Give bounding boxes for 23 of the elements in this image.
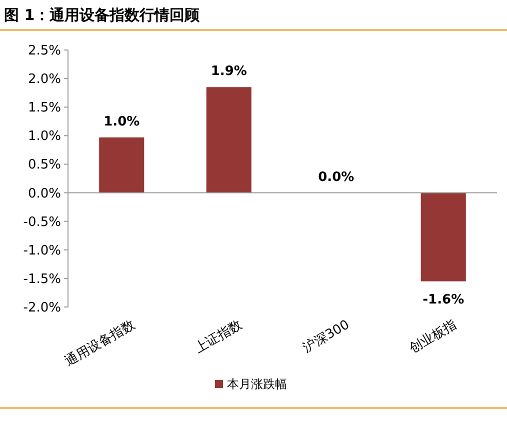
bar	[99, 137, 144, 193]
bar	[206, 87, 252, 193]
y-tick-label: -1.0%	[23, 243, 61, 258]
y-tick-label: -1.5%	[23, 272, 61, 287]
y-tick-label: -2.0%	[23, 300, 61, 316]
y-tick-label: -0.5%	[23, 214, 61, 230]
x-tick-label: 通用设备指数	[62, 317, 138, 370]
y-tick-label: 0.0%	[28, 186, 61, 202]
y-tick-label: 1.0%	[28, 129, 61, 144]
data-label: 1.9%	[210, 64, 247, 80]
y-tick-label: 0.5%	[28, 158, 61, 173]
bar	[420, 192, 466, 282]
x-tick-label: 上证指数	[192, 317, 245, 356]
x-tick-label: 沪深300	[300, 316, 352, 356]
data-label: 0.0%	[318, 170, 354, 185]
x-tick-label: 创业板指	[406, 317, 460, 356]
y-tick-label: 1.5%	[28, 100, 61, 116]
y-tick-label: 2.5%	[28, 44, 61, 58]
chart-title: 图 1：通用设备指数行情回顾	[4, 6, 201, 24]
y-tick-label: 2.0%	[28, 72, 61, 88]
legend-label: 本月涨跌幅	[227, 377, 287, 391]
data-label: 1.0%	[104, 114, 140, 130]
data-label: -1.6%	[422, 292, 464, 308]
